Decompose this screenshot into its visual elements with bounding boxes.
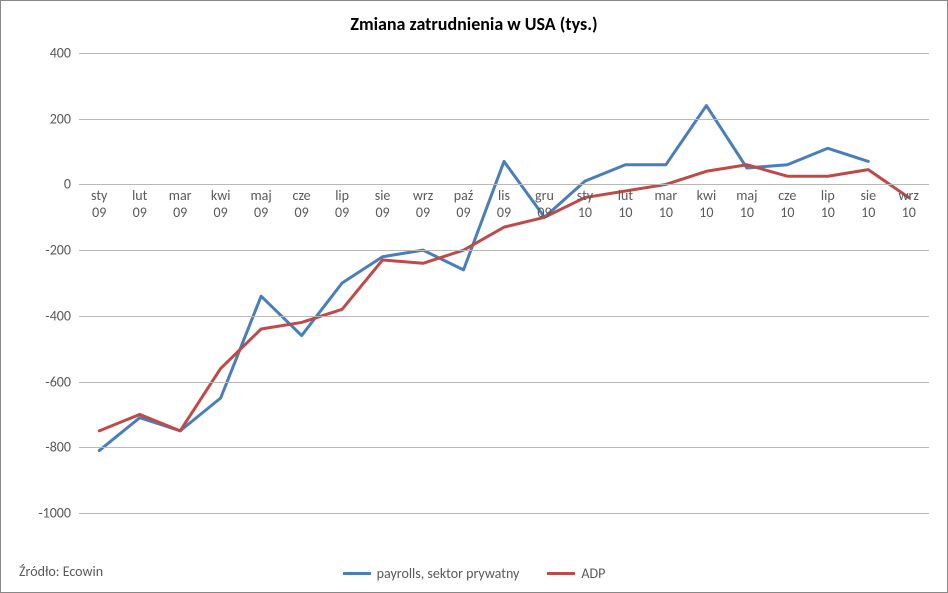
x-tick-label: wrz 10 bbox=[889, 188, 929, 220]
x-tick-label: lut 10 bbox=[605, 188, 645, 220]
x-tick-label: wrz 09 bbox=[403, 188, 443, 220]
x-tick-label: lis 09 bbox=[484, 188, 524, 220]
y-tick-label: -1000 bbox=[38, 505, 71, 522]
legend-item: ADP bbox=[547, 565, 605, 582]
y-tick-label: 0 bbox=[64, 176, 71, 193]
y-tick-label: -800 bbox=[45, 439, 71, 456]
plot-area: -1000-800-600-400-2000200400sty 09lut 09… bbox=[79, 53, 929, 513]
x-tick-label: cze 10 bbox=[767, 188, 807, 220]
y-tick-label: 200 bbox=[50, 110, 71, 127]
legend-item: payrolls, sektor prywatny bbox=[343, 565, 520, 582]
chart-container: Zmiana zatrudnienia w USA (tys.) -1000-8… bbox=[0, 0, 948, 593]
legend-swatch bbox=[547, 572, 575, 575]
legend-label: payrolls, sektor prywatny bbox=[377, 565, 520, 582]
gridline bbox=[79, 119, 929, 120]
chart-title: Zmiana zatrudnienia w USA (tys.) bbox=[1, 13, 947, 35]
x-tick-label: sty 10 bbox=[565, 188, 605, 220]
legend-label: ADP bbox=[581, 565, 605, 582]
y-tick-label: -600 bbox=[45, 373, 71, 390]
gridline bbox=[79, 447, 929, 448]
x-tick-label: cze 09 bbox=[281, 188, 321, 220]
gridline bbox=[79, 250, 929, 251]
gridline bbox=[79, 382, 929, 383]
x-tick-label: lut 09 bbox=[119, 188, 159, 220]
legend-swatch bbox=[343, 572, 371, 575]
x-tick-label: kwi 10 bbox=[686, 188, 726, 220]
x-tick-label: sie 09 bbox=[362, 188, 402, 220]
gridline bbox=[79, 184, 929, 185]
x-tick-label: gru 09 bbox=[524, 188, 564, 220]
chart-lines bbox=[79, 53, 929, 513]
y-tick-label: 400 bbox=[50, 45, 71, 62]
x-tick-label: sty 09 bbox=[79, 188, 119, 220]
gridline bbox=[79, 53, 929, 54]
x-tick-label: kwi 09 bbox=[200, 188, 240, 220]
x-tick-label: mar 10 bbox=[646, 188, 686, 220]
x-tick-label: paź 09 bbox=[443, 188, 483, 220]
y-tick-label: -400 bbox=[45, 307, 71, 324]
x-tick-label: mar 09 bbox=[160, 188, 200, 220]
x-tick-label: maj 09 bbox=[241, 188, 281, 220]
x-tick-label: lip 09 bbox=[322, 188, 362, 220]
x-tick-label: sie 10 bbox=[848, 188, 888, 220]
series-line bbox=[99, 106, 868, 451]
x-tick-label: maj 10 bbox=[727, 188, 767, 220]
gridline bbox=[79, 316, 929, 317]
legend: payrolls, sektor prywatny ADP bbox=[1, 565, 947, 582]
y-tick-label: -200 bbox=[45, 242, 71, 259]
gridline bbox=[79, 513, 929, 514]
x-tick-label: lip 10 bbox=[808, 188, 848, 220]
